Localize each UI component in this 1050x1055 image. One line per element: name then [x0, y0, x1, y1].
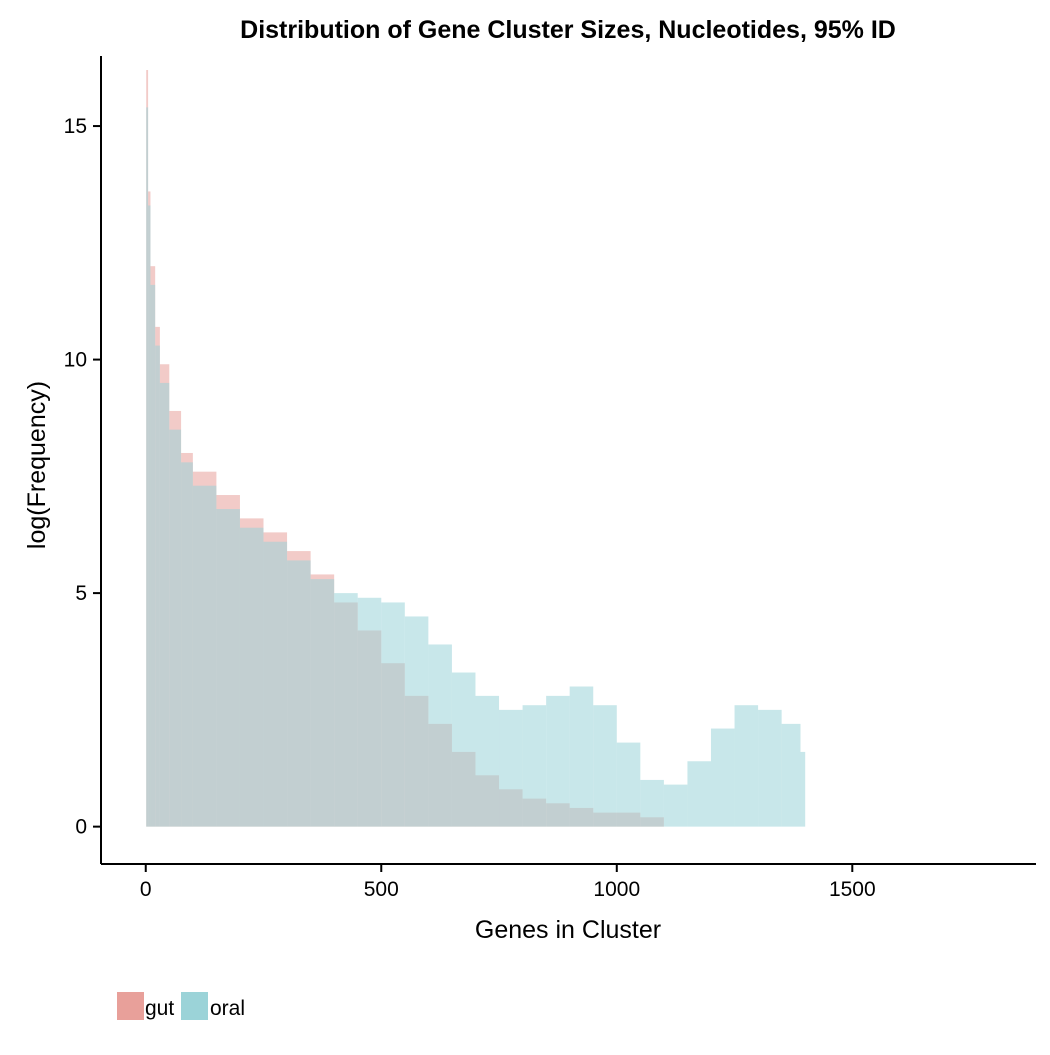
bar-oral-1250 [734, 705, 759, 827]
x-axis-ticks: 0 500 1000 1500 [140, 864, 876, 901]
legend-label-gut: gut [145, 997, 174, 1020]
y-tick-label-15: 15 [64, 115, 87, 138]
bar-oral-1200 [710, 728, 735, 827]
legend: gut oral [117, 992, 245, 1020]
x-tick-label-1500: 1500 [829, 878, 876, 901]
bar-oral-50 [169, 429, 182, 827]
bar-oral-1 [146, 107, 149, 827]
bar-oral-750 [499, 709, 523, 827]
bar-oral-400 [334, 593, 358, 827]
bar-oral-150 [216, 509, 240, 827]
bar-oral-5 [148, 205, 151, 827]
bar-oral-1050 [640, 779, 664, 827]
bar-oral-100 [192, 485, 217, 827]
bar-oral-75 [181, 462, 193, 827]
bar-oral-900 [569, 686, 594, 827]
legend-label-oral: oral [210, 997, 245, 1020]
y-axis-title: log(Frequency) [23, 381, 51, 549]
bar-oral-200 [239, 527, 264, 827]
x-tick-label-500: 500 [364, 878, 399, 901]
x-tick-label-0: 0 [140, 878, 152, 901]
chart-title: Distribution of Gene Cluster Sizes, Nucl… [240, 16, 896, 44]
y-tick-label-0: 0 [75, 816, 87, 839]
bar-oral-800 [522, 705, 547, 827]
bar-oral-30 [159, 382, 170, 827]
bar-oral-850 [546, 695, 570, 827]
y-tick-label-10: 10 [64, 349, 87, 372]
y-tick-label-5: 5 [75, 582, 87, 605]
bar-oral-20 [155, 345, 160, 827]
bar-oral-300 [287, 560, 311, 827]
bar-oral-10 [150, 284, 156, 827]
bar-oral-1350 [781, 723, 801, 827]
bar-oral-650 [451, 672, 476, 827]
series-oral [146, 107, 806, 827]
legend-swatch-oral [181, 992, 208, 1020]
bar-oral-500 [381, 602, 405, 827]
bar-oral-1300 [758, 709, 782, 827]
x-tick-label-1000: 1000 [593, 878, 640, 901]
bar-oral-1100 [663, 784, 688, 827]
bar-oral-1150 [687, 761, 711, 827]
bar-oral-1000 [616, 742, 641, 827]
bar-oral-550 [404, 616, 429, 827]
plot-area [146, 70, 806, 827]
x-axis-title: Genes in Cluster [475, 916, 661, 944]
bar-oral-700 [475, 695, 500, 827]
legend-swatch-gut [117, 992, 144, 1020]
bar-oral-350 [310, 579, 335, 827]
bar-oral-600 [428, 644, 452, 827]
y-axis-ticks: 0 5 10 15 [64, 115, 101, 839]
bar-oral-950 [593, 705, 617, 827]
bar-oral-250 [263, 541, 288, 827]
bar-oral-1390 [800, 751, 806, 827]
bar-oral-450 [357, 597, 382, 827]
